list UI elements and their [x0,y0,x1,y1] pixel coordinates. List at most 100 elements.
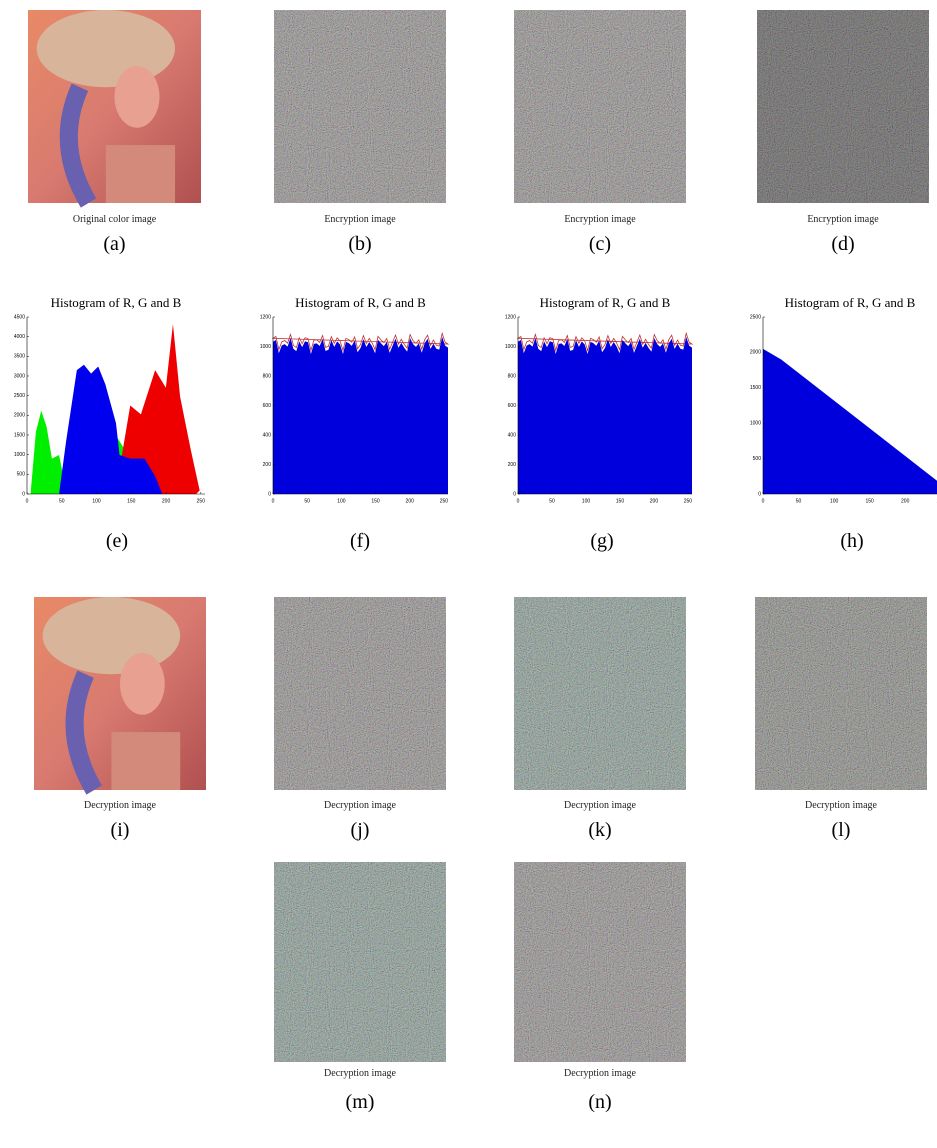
y-tick-label: 400 [508,432,517,438]
y-tick-label: 500 [17,472,26,478]
noise [755,597,927,790]
x-tick-label: 0 [272,498,275,504]
y-tick-label: 1000 [505,344,516,350]
y-tick-label: 0 [268,491,271,497]
y-tick-label: 400 [263,432,272,438]
image [34,597,206,790]
noise [274,862,446,1062]
y-tick-label: 4000 [14,334,25,340]
x-tick-label: 0 [762,498,765,504]
x-tick-label: 150 [865,498,874,504]
histogram: Histogram of R, G and B05001000150020002… [14,295,205,552]
y-tick-label: 1500 [750,385,761,391]
x-tick-label: 150 [371,498,380,504]
y-tick-label: 2500 [14,393,25,399]
caption: Decryption image [324,800,396,811]
x-tick-label: 50 [59,498,65,504]
x-tick-label: 0 [517,498,520,504]
panel-label: (f) [350,530,370,552]
histogram-fill [273,337,448,494]
shoulder [111,732,180,790]
image [755,597,927,790]
panel-label: (l) [832,819,851,841]
y-tick-label: 1200 [260,314,271,320]
noise [274,597,446,790]
y-tick-label: 200 [508,462,517,468]
histogram: Histogram of R, G and B02004006008001000… [260,295,448,552]
x-tick-label: 50 [304,498,310,504]
y-tick-label: 1000 [750,421,761,427]
x-tick-label: 50 [796,498,802,504]
panel-label: (c) [589,233,611,255]
chart-title: Histogram of R, G and B [51,295,182,310]
y-tick-label: 1200 [505,314,516,320]
y-tick-label: 2000 [750,350,761,356]
histogram: Histogram of R, G and B02004006008001000… [505,295,692,552]
panel-label: (b) [348,233,371,255]
x-tick-label: 150 [127,498,136,504]
chart-title: Histogram of R, G and B [295,295,426,310]
panel-label: (n) [588,1091,611,1113]
panel-label: (i) [111,819,130,841]
noise [274,10,446,203]
x-tick-label: 200 [162,498,171,504]
panel-label: (e) [106,530,128,552]
face [120,653,165,715]
panel-label: (a) [103,233,125,255]
y-tick-label: 2500 [750,314,761,320]
x-tick-label: 200 [406,498,415,504]
panel-label: (h) [840,530,863,552]
image [514,597,686,790]
y-tick-label: 3500 [14,354,25,360]
caption: Decryption image [84,800,156,811]
image [274,10,446,203]
image [514,10,686,203]
x-tick-label: 100 [92,498,101,504]
y-tick-label: 3000 [14,373,25,379]
hat [43,597,181,674]
x-tick-label: 100 [337,498,346,504]
noise [757,10,929,203]
x-tick-label: 250 [197,498,206,504]
caption: Decryption image [805,800,877,811]
figure: Original color image (a) Encryption image (… [0,0,937,1148]
y-tick-label: 1000 [260,344,271,350]
noise [514,597,686,790]
y-tick-label: 0 [758,491,761,497]
panel-label: (d) [831,233,854,255]
y-tick-label: 4500 [14,314,25,320]
image [514,862,686,1062]
caption: Original color image [73,214,157,225]
image [28,10,201,203]
x-tick-label: 150 [616,498,625,504]
face [115,66,160,128]
y-tick-label: 200 [263,462,272,468]
x-tick-label: 100 [830,498,839,504]
caption: Decryption image [564,800,636,811]
panel-label: (m) [346,1091,375,1113]
y-tick-label: 2000 [14,413,25,419]
x-tick-label: 200 [901,498,910,504]
y-tick-label: 800 [508,373,517,379]
caption: Decryption image [324,1068,396,1079]
image [274,862,446,1062]
caption: Decryption image [564,1068,636,1079]
noise [514,10,686,203]
noise [514,862,686,1062]
y-tick-label: 600 [263,403,272,409]
panel-label: (g) [590,530,613,552]
histogram: Histogram of R, G and B05001000150020002… [750,295,937,552]
y-tick-label: 1000 [14,452,25,458]
x-tick-label: 0 [26,498,29,504]
image [274,597,446,790]
y-tick-label: 0 [22,491,25,497]
panel-label: (j) [351,819,370,841]
image [757,10,929,203]
histogram-fill [518,337,692,494]
x-tick-label: 250 [440,498,449,504]
caption: Encryption image [324,214,396,225]
shoulder [106,145,175,203]
y-tick-label: 1500 [14,432,25,438]
x-tick-label: 250 [684,498,693,504]
chart-title: Histogram of R, G and B [540,295,671,310]
